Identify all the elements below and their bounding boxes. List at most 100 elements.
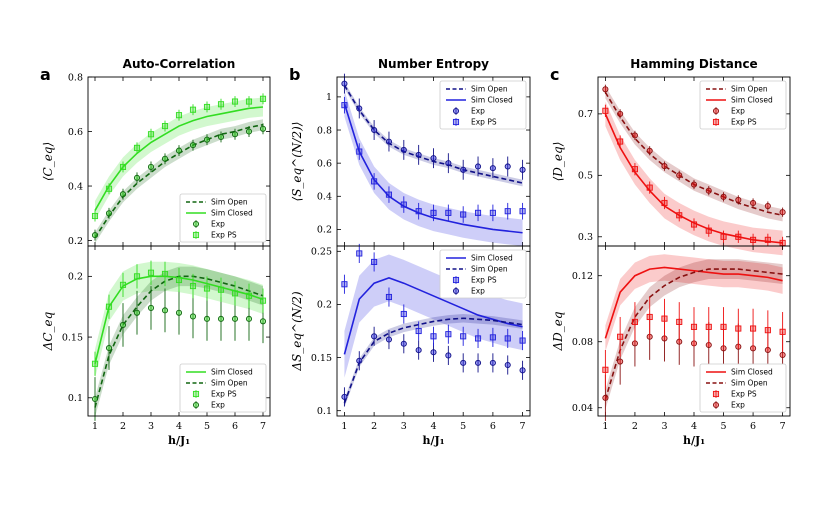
y-tick-label: 0.08 [572,337,593,348]
exp-point [474,359,482,366]
exp-ps-point [105,303,113,310]
y-tick-label: 0.12 [572,271,593,282]
exp-ps-point [676,212,683,219]
x-tick-label: 4 [430,421,436,432]
exp-ps-point [415,208,422,215]
exp-ps-point [217,101,225,108]
exp-ps-point [105,185,113,192]
exp-point [676,172,683,179]
exp-ps-point [91,360,99,367]
x-axis-label: h/J₁ [422,434,444,447]
exp-point [474,163,482,170]
legend-exp-ps-marker [452,118,460,126]
exp-ps-point [371,178,378,185]
legend-label: Exp [211,220,225,229]
legend-label: Exp [471,107,485,116]
exp-point [385,138,393,145]
exp-ps-point [385,191,393,198]
legend-exp-ps-marker [192,231,200,239]
exp-ps-point [161,123,169,130]
exp-ps-point [231,98,239,105]
exp-point [189,142,197,149]
exp-ps-point [690,323,698,330]
exp-ps-point [245,292,253,299]
exp-ps-point [175,276,183,284]
exp-ps-point [119,163,127,171]
legend-label: Exp PS [471,276,497,285]
exp-ps-point [460,333,467,340]
exp-ps-point [189,283,197,290]
y-axis-label: ΔS_eq^(N/2) [290,291,304,372]
x-tick-label: 3 [148,421,154,432]
exp-point [147,304,155,311]
legend-label: Exp PS [211,231,237,240]
legend-exp-ps-marker [452,276,460,284]
x-tick-label: 4 [176,421,182,432]
y-tick-label: 0.4 [68,181,83,192]
sim_closed-band [605,254,783,352]
exp-point [631,132,638,139]
legend-box [699,80,787,130]
exp-ps-point [735,233,742,240]
legend-box [439,249,527,299]
exp-ps-point [474,209,482,216]
legend-exp-marker [192,401,200,409]
exp-point [400,340,407,347]
y-tick-label: 0.8 [68,72,83,83]
exp-ps-point [460,211,467,218]
sim_open-band [344,81,523,187]
y-tick-label: 0.25 [311,247,332,258]
exp-ps-point [341,281,348,288]
axes-frame [597,245,791,417]
legend-label: Sim Open [731,379,768,388]
exp-point [385,336,393,343]
exp-ps-point [764,236,771,243]
legend-exp-marker [712,107,720,115]
legend-label: Sim Open [731,85,768,94]
exp-ps-point [474,335,482,342]
exp-ps-point [445,209,452,216]
exp-point [119,321,127,328]
exp-point [91,395,99,403]
y-axis-label: ΔD_eq [551,311,565,351]
exp-point [602,394,609,401]
exp-ps-point [356,148,363,155]
legend-box [699,363,787,413]
exp-point [646,147,653,154]
x-tick-label: 2 [371,421,377,432]
y-tick-label: 0.4 [317,192,332,203]
legend-label: Sim Open [471,85,508,94]
legend-label: Exp [731,401,745,410]
exp-ps-point [371,258,378,265]
exp-point [189,313,197,320]
exp-ps-point [617,333,624,340]
exp-ps-point [489,209,496,216]
exp-point [175,309,183,316]
exp-ps-point [705,227,712,234]
exp-point [750,199,757,207]
sim_closed-line [343,277,523,355]
exp-ps-point [661,199,668,207]
exp-point [356,105,363,112]
subplot-c-top: 0.3 0.5 0.7 ⟨D_eq⟩ Sim Open Sim Closed Exp Exp … [551,76,791,256]
exp-point [617,110,624,117]
legend-box [179,193,267,243]
exp-ps-point [661,315,668,322]
exp-point [519,166,526,173]
exp-point [735,196,742,203]
x-tick-label: 7 [780,421,786,432]
y-tick-label: 0.2 [317,225,332,236]
exp-ps-point [259,95,267,102]
y-tick-label: 0.2 [68,236,83,247]
legend-label: Sim Open [471,265,508,274]
x-tick-label: 1 [341,421,347,432]
legend-label: Exp PS [731,118,757,127]
exp-point [259,125,267,132]
exp-ps-point [646,313,653,321]
exp-point [415,347,422,354]
y-axis-label: ⟨C_eq⟩ [41,142,55,181]
sim_closed-band [344,254,523,378]
exp-point [489,359,496,366]
exp-ps-point [602,107,609,114]
